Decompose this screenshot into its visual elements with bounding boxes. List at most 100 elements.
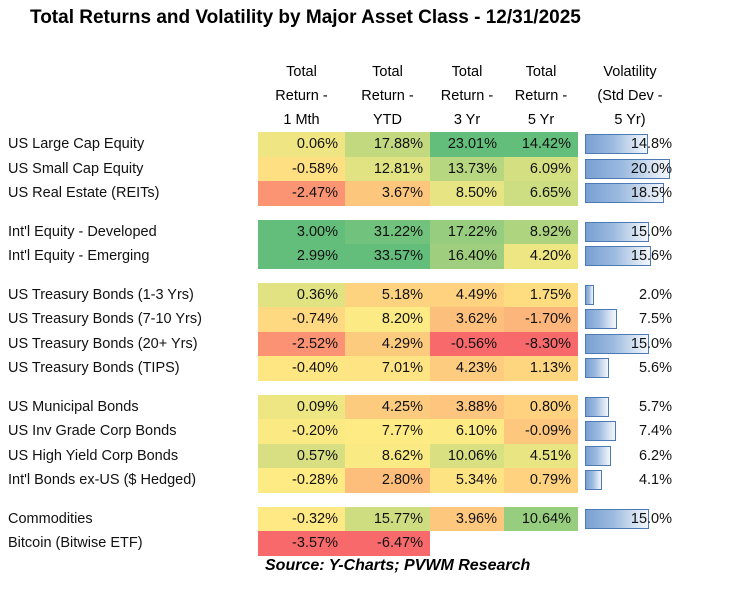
volatility-value: 6.2% [638, 447, 672, 464]
return-cell: 8.62% [345, 443, 430, 468]
return-cell: 10.06% [430, 443, 504, 468]
table-row: Commodities -0.32% 15.77% 3.96% 10.64% 15.0% [0, 506, 676, 531]
row-label: Bitcoin (Bitwise ETF) [8, 535, 143, 551]
volatility-bar [585, 134, 648, 154]
return-cell: 3.00% [258, 219, 345, 244]
return-cell: -0.74% [258, 307, 345, 332]
row-label: US Municipal Bonds [8, 398, 139, 415]
return-cell: 10.64% [504, 506, 578, 531]
return-cell: 1.75% [504, 282, 578, 307]
table-row: US Municipal Bonds 0.09% 4.25% 3.88% 0.80% 5.… [0, 394, 676, 419]
table-row: US Real Estate (REITs) -2.47% 3.67% 8.50% 6.… [0, 181, 676, 206]
table-row: US High Yield Corp Bonds 0.57% 8.62% 10.06%… [0, 443, 676, 468]
volatility-cell: 20.0% [584, 157, 676, 182]
volatility-cell: 2.0% [584, 283, 676, 308]
return-cell: -0.09% [504, 419, 578, 444]
returns-table: Total Return - 1 Mth Total Return - YTD Total R… [0, 60, 676, 556]
volatility-value: 5.6% [638, 360, 672, 376]
return-cell: 3.62% [430, 307, 504, 332]
return-cell: 6.10% [430, 419, 504, 444]
return-cell: -0.20% [258, 419, 345, 444]
row-label: US Real Estate (REITs) [8, 185, 160, 201]
return-cell: 8.20% [345, 307, 430, 332]
row-label: US Treasury Bonds (TIPS) [8, 360, 180, 376]
return-cell: 0.79% [504, 468, 578, 493]
column-header-line: (Std Dev - [597, 88, 663, 104]
return-cell: 3.67% [345, 181, 430, 206]
return-cell: 0.09% [258, 394, 345, 419]
volatility-bar [585, 309, 617, 329]
volatility-value: 2.0% [638, 286, 672, 303]
return-cell: 6.65% [504, 181, 578, 206]
table-row: US Treasury Bonds (20+ Yrs) -2.52% 4.29% -0… [0, 331, 676, 357]
return-cell: 8.50% [430, 181, 504, 206]
volatility-cell: 15.0% [584, 332, 676, 357]
volatility-cell: 4.1% [584, 468, 676, 493]
return-cell [430, 531, 504, 556]
volatility-bar [585, 158, 670, 179]
return-cell: -1.70% [504, 307, 578, 332]
return-cell: 8.92% [504, 219, 578, 244]
table-row: Int'l Equity - Developed 3.00% 31.22% 17.22… [0, 219, 676, 245]
return-cell: 3.96% [430, 506, 504, 531]
return-cell: 2.80% [345, 468, 430, 493]
return-cell: 4.23% [430, 356, 504, 381]
return-cell: 16.40% [430, 244, 504, 269]
return-cell: 1.13% [504, 356, 578, 381]
row-label: Int'l Equity - Emerging [8, 248, 150, 264]
return-cell: 0.57% [258, 443, 345, 468]
return-cell: -0.40% [258, 356, 345, 381]
volatility-bar [585, 333, 649, 354]
table-header-row: Total Return - 1 Mth Total Return - YTD Total R… [0, 60, 676, 132]
volatility-bar [585, 396, 610, 417]
volatility-bar [585, 246, 652, 266]
volatility-bar [585, 284, 594, 305]
column-header-line: Total [286, 64, 317, 80]
row-group: US Large Cap Equity 0.06% 17.88% 23.01% 14.4… [0, 132, 676, 206]
volatility-value: 14.8% [630, 136, 672, 152]
volatility-value: 15.0% [630, 335, 672, 352]
volatility-value: 4.1% [638, 472, 672, 488]
table-row: US Small Cap Equity -0.58% 12.81% 13.73% 6.0… [0, 156, 676, 182]
return-cell: 17.22% [430, 219, 504, 244]
column-header-line: 5 Yr [527, 112, 555, 128]
return-cell: 4.49% [430, 282, 504, 307]
volatility-value: 15.0% [630, 510, 672, 527]
column-header-line: Return - [440, 88, 494, 104]
volatility-cell: 7.5% [584, 307, 676, 332]
volatility-cell: 18.5% [584, 181, 676, 206]
row-label: Int'l Equity - Developed [8, 223, 157, 240]
volatility-cell: 15.0% [584, 220, 676, 245]
row-group: US Municipal Bonds 0.09% 4.25% 3.88% 0.80% 5.… [0, 394, 676, 493]
volatility-bar [585, 221, 649, 242]
column-header: Volatility (Std Dev - 5 Yr) [584, 60, 676, 132]
table-row: Int'l Bonds ex-US ($ Hedged) -0.28% 2.80% 5… [0, 468, 676, 493]
table-body: US Large Cap Equity 0.06% 17.88% 23.01% 14.4… [0, 132, 676, 556]
return-cell: 14.42% [504, 132, 578, 157]
return-cell [504, 531, 578, 556]
volatility-value: 20.0% [630, 160, 672, 177]
column-header-line: 1 Mth [283, 112, 320, 128]
row-label: US High Yield Corp Bonds [8, 447, 179, 464]
return-cell: 0.36% [258, 282, 345, 307]
source-note: Source: Y-Charts; PVWM Research [265, 557, 531, 574]
return-cell: 3.88% [430, 394, 504, 419]
volatility-value: 5.7% [638, 398, 672, 415]
row-label: US Large Cap Equity [8, 136, 145, 152]
table-row: US Inv Grade Corp Bonds -0.20% 7.77% 6.10% -… [0, 419, 676, 444]
return-cell: 31.22% [345, 219, 430, 244]
column-header-line: Return - [275, 88, 328, 104]
return-cell: 17.88% [345, 132, 430, 157]
return-cell: 12.81% [345, 156, 430, 181]
row-group: Commodities -0.32% 15.77% 3.96% 10.64% 15.0% B… [0, 506, 676, 556]
volatility-value: 15.6% [630, 248, 672, 264]
row-label: US Small Cap Equity [8, 160, 144, 177]
return-cell: -8.30% [504, 331, 578, 356]
return-cell: 5.18% [345, 282, 430, 307]
column-header-line: 3 Yr [453, 112, 481, 128]
volatility-value: 15.0% [630, 223, 672, 240]
return-cell: 5.34% [430, 468, 504, 493]
column-header: Total Return - 1 Mth [258, 60, 345, 132]
volatility-cell: 15.6% [584, 244, 676, 269]
table-row: Int'l Equity - Emerging 2.99% 33.57% 16.40%… [0, 244, 676, 269]
